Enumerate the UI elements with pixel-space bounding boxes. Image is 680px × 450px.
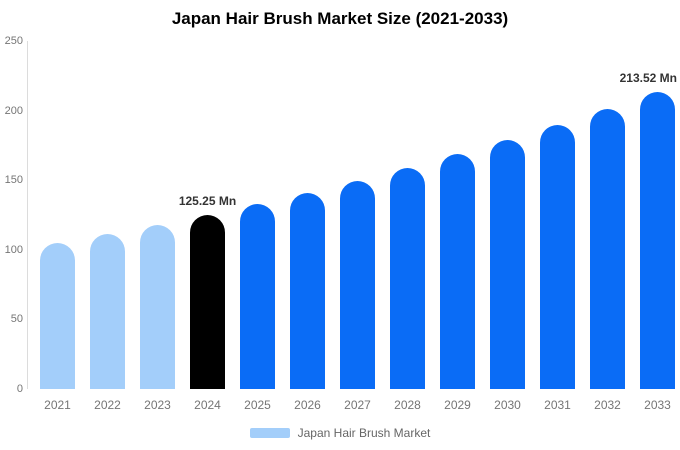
bar-2025 xyxy=(240,204,275,389)
x-axis-label: 2026 xyxy=(294,398,321,412)
x-axis-label: 2031 xyxy=(544,398,571,412)
x-axis-label: 2028 xyxy=(394,398,421,412)
y-axis-label: 100 xyxy=(4,243,23,256)
x-axis-label: 2024 xyxy=(194,398,221,412)
bar-2022 xyxy=(90,234,125,389)
x-axis-label: 2029 xyxy=(444,398,471,412)
legend-swatch xyxy=(249,428,290,438)
x-axis-label: 2025 xyxy=(244,398,271,412)
x-axis-label: 2021 xyxy=(44,398,71,412)
legend-label: Japan Hair Brush Market xyxy=(297,426,431,440)
bar-2033 xyxy=(640,91,675,389)
y-axis-label: 0 xyxy=(16,383,23,395)
y-axis-label: 250 xyxy=(4,35,23,47)
y-axis-label: 200 xyxy=(4,104,23,117)
x-axis-label: 2030 xyxy=(494,398,521,412)
bar-2028 xyxy=(390,167,425,389)
y-axis-label: 50 xyxy=(10,313,23,326)
bar-2031 xyxy=(540,124,575,389)
bar-2023 xyxy=(140,224,175,389)
x-axis-label: 2023 xyxy=(144,398,171,412)
x-axis-label: 2032 xyxy=(594,398,621,412)
bar-2026 xyxy=(290,192,325,389)
legend: Japan Hair Brush Market xyxy=(0,426,680,440)
bar-2030 xyxy=(490,140,525,389)
bar-2027 xyxy=(340,180,375,389)
bar-value-label: 213.52 Mn xyxy=(619,70,677,85)
bar-2032 xyxy=(590,108,625,389)
x-axis-label: 2027 xyxy=(344,398,371,412)
chart-title: Japan Hair Brush Market Size (2021-2033) xyxy=(171,9,509,28)
bar-2024 xyxy=(190,214,225,389)
x-axis-label: 2033 xyxy=(644,398,671,412)
bar-2029 xyxy=(440,154,475,389)
bar-value-label: 125.25 Mn xyxy=(178,193,237,208)
bar-2021 xyxy=(40,243,75,389)
y-axis-line xyxy=(27,41,28,389)
y-axis-label: 150 xyxy=(4,174,23,187)
x-axis-label: 2022 xyxy=(94,398,121,412)
